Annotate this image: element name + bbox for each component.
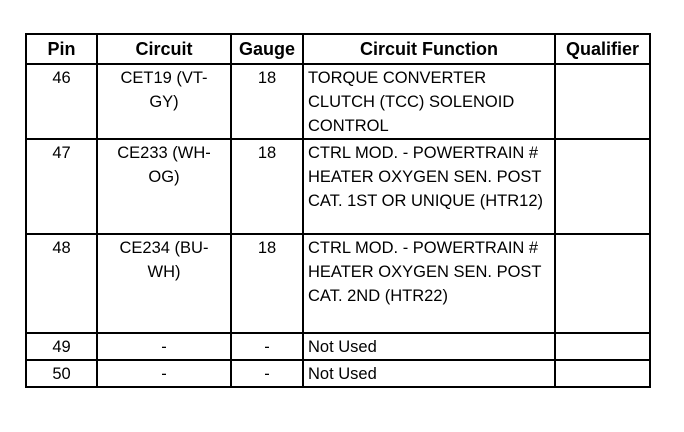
table-row: 50 - - Not Used bbox=[25, 359, 651, 388]
header-row: Pin Circuit Gauge Circuit Function Quali… bbox=[25, 33, 651, 65]
header-pin: Pin bbox=[25, 33, 98, 65]
header-circuit-function: Circuit Function bbox=[302, 33, 556, 65]
circuit-cell: CE234 (BU-WH) bbox=[96, 233, 232, 334]
gauge-cell: - bbox=[230, 359, 304, 388]
gauge-cell: 18 bbox=[230, 63, 304, 140]
function-cell: TORQUE CONVERTER CLUTCH (TCC) SOLENOID C… bbox=[302, 63, 556, 140]
pin-cell: 47 bbox=[25, 138, 98, 235]
pin-cell: 46 bbox=[25, 63, 98, 140]
qualifier-cell bbox=[554, 63, 651, 140]
circuit-cell: CET19 (VT-GY) bbox=[96, 63, 232, 140]
gauge-cell: - bbox=[230, 332, 304, 361]
qualifier-cell bbox=[554, 359, 651, 388]
pin-cell: 49 bbox=[25, 332, 98, 361]
gauge-cell: 18 bbox=[230, 233, 304, 334]
circuit-cell: - bbox=[96, 359, 232, 388]
gauge-cell: 18 bbox=[230, 138, 304, 235]
table-row: 46 CET19 (VT-GY) 18 TORQUE CONVERTER CLU… bbox=[25, 63, 651, 140]
table-row: 48 CE234 (BU-WH) 18 CTRL MOD. - POWERTRA… bbox=[25, 233, 651, 334]
function-cell: CTRL MOD. - POWERTRAIN # HEATER OXYGEN S… bbox=[302, 233, 556, 334]
pin-cell: 50 bbox=[25, 359, 98, 388]
function-cell: CTRL MOD. - POWERTRAIN # HEATER OXYGEN S… bbox=[302, 138, 556, 235]
qualifier-cell bbox=[554, 332, 651, 361]
table-row: 47 CE233 (WH-OG) 18 CTRL MOD. - POWERTRA… bbox=[25, 138, 651, 235]
pin-table: Pin Circuit Gauge Circuit Function Quali… bbox=[25, 33, 651, 388]
circuit-cell: CE233 (WH-OG) bbox=[96, 138, 232, 235]
function-cell: Not Used bbox=[302, 359, 556, 388]
table-row: 49 - - Not Used bbox=[25, 332, 651, 361]
qualifier-cell bbox=[554, 233, 651, 334]
pin-cell: 48 bbox=[25, 233, 98, 334]
header-qualifier: Qualifier bbox=[554, 33, 651, 65]
header-gauge: Gauge bbox=[230, 33, 304, 65]
qualifier-cell bbox=[554, 138, 651, 235]
header-circuit: Circuit bbox=[96, 33, 232, 65]
function-cell: Not Used bbox=[302, 332, 556, 361]
circuit-cell: - bbox=[96, 332, 232, 361]
